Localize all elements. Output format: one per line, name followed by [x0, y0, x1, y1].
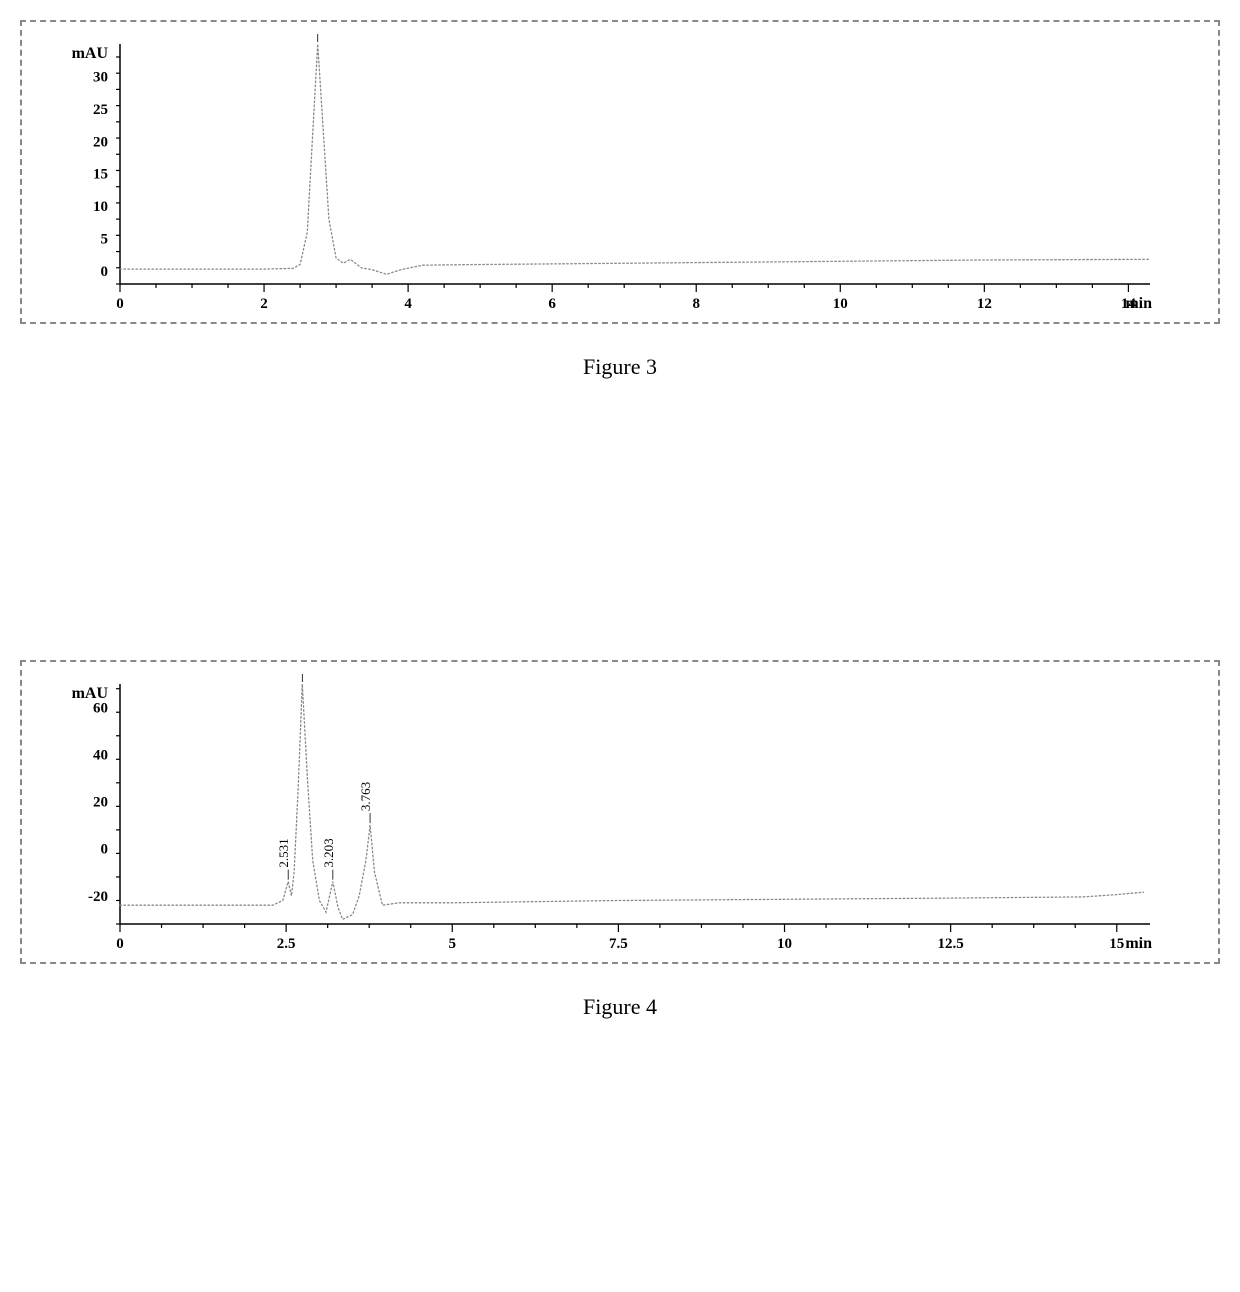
svg-text:7.5: 7.5	[609, 936, 628, 952]
svg-text:12: 12	[977, 296, 992, 312]
figure3-box: 02468101214min051015202530mAU2.745	[20, 20, 1220, 324]
svg-text:mAU: mAU	[72, 685, 109, 702]
svg-text:0: 0	[101, 264, 109, 280]
svg-text:2: 2	[260, 296, 268, 312]
svg-text:10: 10	[93, 199, 108, 215]
svg-text:25: 25	[93, 102, 108, 118]
figure4-caption: Figure 4	[20, 994, 1220, 1020]
svg-text:0: 0	[116, 936, 124, 952]
svg-text:mAU: mAU	[72, 45, 109, 62]
svg-text:12.5: 12.5	[938, 936, 964, 952]
figure4-chart: 02.557.51012.515min-200204060mAU2.5312.7…	[40, 674, 1180, 954]
svg-text:15: 15	[1109, 936, 1124, 952]
svg-text:8: 8	[692, 296, 700, 312]
svg-text:30: 30	[93, 69, 108, 85]
svg-text:5: 5	[101, 232, 109, 248]
svg-text:40: 40	[93, 748, 108, 764]
svg-text:2.5: 2.5	[277, 936, 296, 952]
svg-text:0: 0	[101, 842, 109, 858]
svg-text:4: 4	[404, 296, 412, 312]
figure3-chart: 02468101214min051015202530mAU2.745	[40, 34, 1180, 314]
svg-text:2.531: 2.531	[276, 838, 291, 867]
svg-text:20: 20	[93, 134, 108, 150]
svg-text:5: 5	[449, 936, 457, 952]
figure3-caption: Figure 3	[20, 354, 1220, 380]
svg-text:min: min	[1125, 295, 1152, 312]
svg-text:3.203: 3.203	[321, 838, 336, 867]
figure-gap	[20, 400, 1220, 660]
figure4-box: 02.557.51012.515min-200204060mAU2.5312.7…	[20, 660, 1220, 964]
svg-text:0: 0	[116, 296, 124, 312]
svg-text:-20: -20	[88, 889, 108, 905]
svg-text:6: 6	[548, 296, 556, 312]
svg-text:20: 20	[93, 795, 108, 811]
svg-text:10: 10	[833, 296, 848, 312]
svg-text:15: 15	[93, 167, 108, 183]
svg-text:min: min	[1125, 935, 1152, 952]
svg-text:10: 10	[777, 936, 792, 952]
svg-text:60: 60	[93, 701, 108, 717]
svg-text:3.763: 3.763	[358, 782, 373, 811]
